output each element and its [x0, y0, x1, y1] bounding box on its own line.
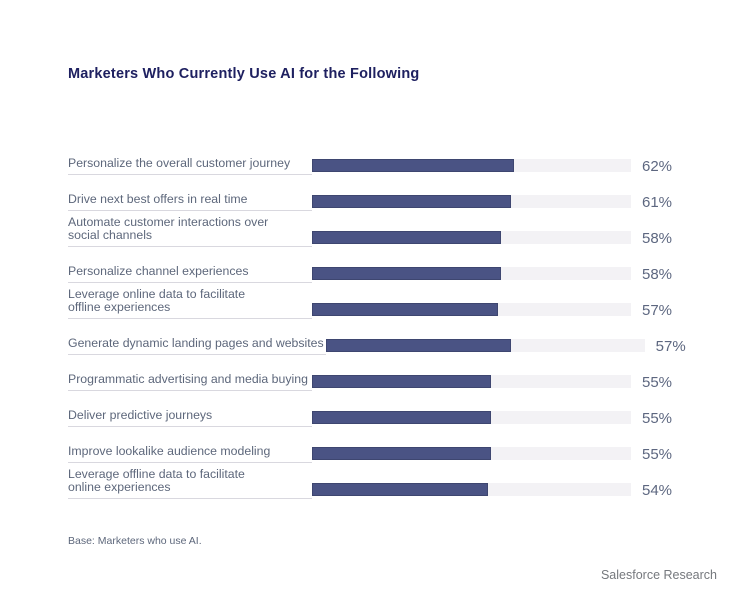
bar-track: [312, 447, 631, 460]
row-label: Leverage online data to facilitate offli…: [68, 288, 312, 319]
chart-row: Personalize channel experiences 58%: [68, 247, 682, 283]
bar-fill: [312, 447, 492, 460]
bar-fill: [312, 231, 502, 244]
bar-track: [312, 159, 631, 172]
bar-track: [312, 303, 631, 316]
bar-fill: [325, 339, 512, 352]
chart-title: Marketers Who Currently Use AI for the F…: [68, 66, 420, 82]
chart-row: Personalize the overall customer journey…: [68, 139, 682, 175]
bar-track: [312, 267, 631, 280]
chart-row: Drive next best offers in real time 61%: [68, 175, 682, 211]
value-label: 58%: [642, 266, 673, 283]
bar-track: [312, 483, 631, 496]
bar-track: [312, 375, 631, 388]
row-label: Drive next best offers in real time: [68, 192, 312, 211]
source-label: Salesforce Research: [600, 568, 717, 582]
bar-fill: [312, 303, 498, 316]
value-label: 55%: [642, 446, 673, 463]
chart-row: Programmatic advertising and media buyin…: [68, 355, 682, 391]
value-label: 55%: [642, 374, 673, 391]
bar-fill: [312, 195, 511, 208]
value-label: 61%: [642, 194, 673, 211]
row-label: Deliver predictive journeys: [68, 408, 312, 427]
chart-row: Generate dynamic landing pages and websi…: [68, 319, 686, 355]
chart-row: Deliver predictive journeys 55%: [68, 391, 682, 427]
row-label: Improve lookalike audience modeling: [68, 444, 312, 463]
footnote: Base: Marketers who use AI.: [68, 535, 202, 547]
chart-content: Marketers Who Currently Use AI for the F…: [68, 66, 686, 547]
bar-fill: [312, 375, 492, 388]
bar-track: [325, 339, 645, 352]
bar-track: [312, 411, 631, 424]
bar-fill: [312, 159, 515, 172]
value-label: 62%: [642, 158, 673, 175]
chart-row: Leverage offline data to facilitate onli…: [68, 463, 682, 499]
row-label: Personalize the overall customer journey: [68, 156, 312, 175]
chart-row: Automate customer interactions over soci…: [68, 211, 682, 247]
row-label: Personalize channel experiences: [68, 264, 312, 283]
value-label: 54%: [642, 482, 673, 499]
value-label: 57%: [655, 338, 686, 355]
value-label: 57%: [642, 302, 673, 319]
value-label: 55%: [642, 410, 673, 427]
row-label: Automate customer interactions over soci…: [68, 216, 312, 247]
bar-fill: [312, 483, 488, 496]
row-label: Programmatic advertising and media buyin…: [68, 372, 312, 391]
bar-track: [312, 231, 631, 244]
chart: Personalize the overall customer journey…: [68, 139, 686, 499]
bar-track: [312, 195, 631, 208]
bar-fill: [312, 267, 502, 280]
row-label: Leverage offline data to facilitate onli…: [68, 468, 312, 499]
value-label: 58%: [642, 230, 673, 247]
chart-row: Improve lookalike audience modeling 55%: [68, 427, 682, 463]
bar-fill: [312, 411, 492, 424]
chart-row: Leverage online data to facilitate offli…: [68, 283, 682, 319]
row-label: Generate dynamic landing pages and websi…: [68, 336, 326, 355]
